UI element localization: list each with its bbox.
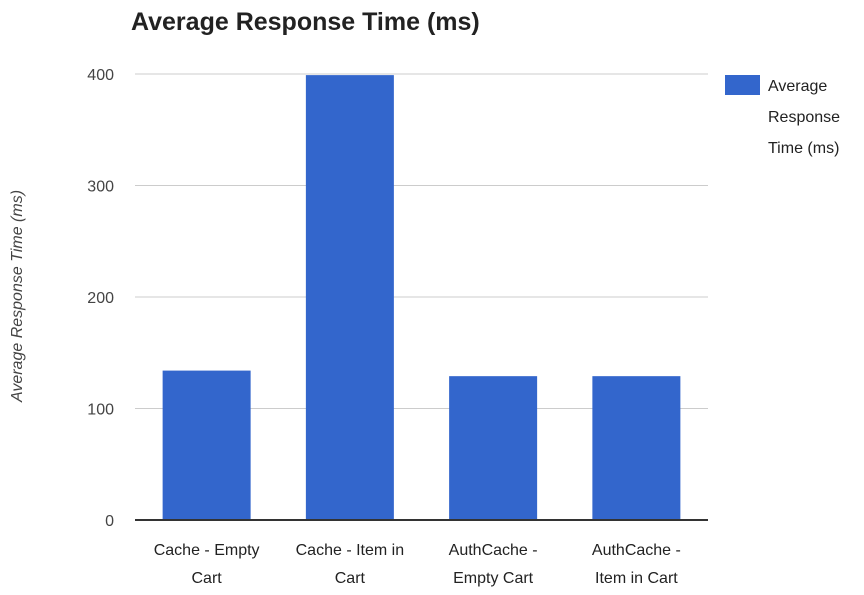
bar <box>305 75 394 521</box>
y-tick-label: 400 <box>87 67 114 84</box>
chart-title: Average Response Time (ms) <box>131 8 480 36</box>
x-category-label: Cache - Item in Cart <box>296 542 404 587</box>
bar <box>162 370 251 520</box>
x-category-label: AuthCache -Item in Cart <box>592 542 681 587</box>
gridlines <box>135 73 708 409</box>
legend-swatch <box>725 75 760 95</box>
y-tick-labels: 0 100 200 300 400 <box>87 67 114 530</box>
bar <box>449 376 538 520</box>
y-tick-label: 0 <box>105 513 114 530</box>
y-tick-label: 200 <box>87 290 114 307</box>
bars <box>162 75 681 521</box>
y-tick-label: 100 <box>87 402 114 419</box>
x-category-labels: Cache - Empty Cart Cache - Item in Cart Auth… <box>154 542 681 587</box>
x-category-label: Cache - Empty Cart <box>154 542 260 587</box>
y-tick-label: 300 <box>87 179 114 196</box>
y-axis-label: Average Response Time (ms) <box>9 190 26 403</box>
x-category-label: AuthCache -Empty Cart <box>449 542 538 587</box>
bar <box>592 376 681 520</box>
legend-label: Average Response Time (ms) <box>768 78 840 157</box>
legend: Average Response Time (ms) <box>725 75 840 157</box>
